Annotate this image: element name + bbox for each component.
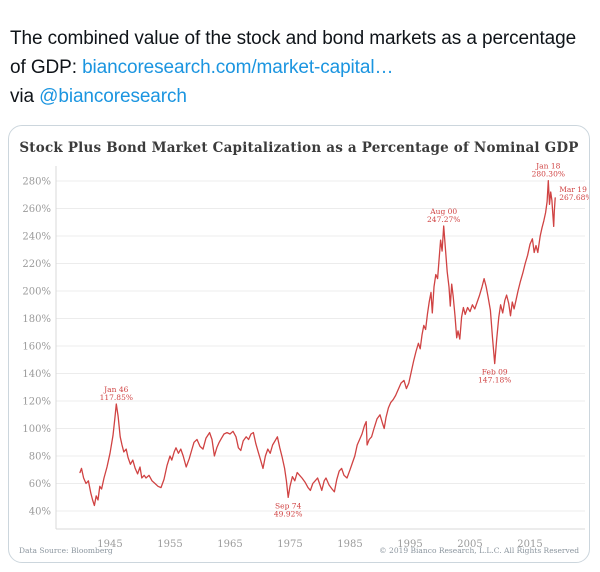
y-tick-label: 100% — [22, 424, 51, 435]
y-tick-label: 160% — [22, 342, 51, 353]
annotation-value-label: 117.85% — [100, 393, 133, 402]
x-tick-label: 1955 — [157, 539, 182, 550]
y-tick-label: 180% — [22, 314, 51, 325]
y-tick-label: 60% — [29, 479, 51, 490]
y-tick-label: 40% — [29, 507, 51, 518]
x-tick-label: 1975 — [277, 539, 302, 550]
x-tick-label: 2005 — [457, 539, 482, 550]
annotation-value-label: 280.30% — [532, 170, 565, 179]
line-chart: 280% 260% 240% 220% 200% 180% 160% 140% 120% 100%… — [22, 162, 589, 550]
y-tick-label: 200% — [22, 287, 51, 298]
tweet-text: The combined value of the stock and bond… — [10, 24, 578, 111]
series-line — [79, 179, 556, 507]
data-source-label: Data Source: Bloomberg — [19, 546, 113, 555]
annotation-value-label: 247.27% — [427, 215, 460, 224]
annotation-value-label: 147.18% — [478, 376, 511, 385]
x-tick-label: 1965 — [217, 539, 242, 550]
annotation-value-label: 267.68% — [559, 193, 589, 202]
y-tick-label: 120% — [22, 397, 51, 408]
annotation-date-label: Aug 00 — [429, 207, 457, 216]
tweet-text-segment: The combined value of the stock and bond… — [10, 28, 577, 78]
chart-card[interactable]: Stock Plus Bond Market Capitalization as… — [8, 125, 590, 563]
y-tick-label: 280% — [22, 177, 51, 188]
annotation-date-label: Jan 46 — [103, 385, 128, 394]
annotation-date-label: Jan 18 — [535, 162, 560, 171]
tweet-text-via: via — [10, 86, 40, 107]
x-tick-label: 2015 — [517, 539, 542, 550]
y-tick-label: 260% — [22, 204, 51, 215]
annotation-date-label: Sep 74 — [275, 501, 302, 510]
chart-title: Stock Plus Bond Market Capitalization as… — [19, 140, 579, 156]
y-tick-label: 240% — [22, 232, 51, 243]
annotation-value-label: 49.92% — [274, 509, 303, 518]
mention-link[interactable]: @biancoresearch — [39, 86, 187, 107]
annotation-date-label: Mar 19 — [559, 185, 587, 194]
y-tick-label: 220% — [22, 259, 51, 270]
annotation-date-label: Feb 09 — [482, 368, 508, 377]
copyright-label: © 2019 Bianco Research, L.L.C. All Right… — [379, 546, 579, 555]
x-tick-label: 1945 — [97, 539, 122, 550]
x-tick-label: 1985 — [337, 539, 362, 550]
y-tick-label: 140% — [22, 369, 51, 380]
x-tick-label: 1995 — [397, 539, 422, 550]
y-tick-label: 80% — [29, 452, 51, 463]
article-link[interactable]: biancoresearch.com/market-capital… — [82, 57, 394, 78]
